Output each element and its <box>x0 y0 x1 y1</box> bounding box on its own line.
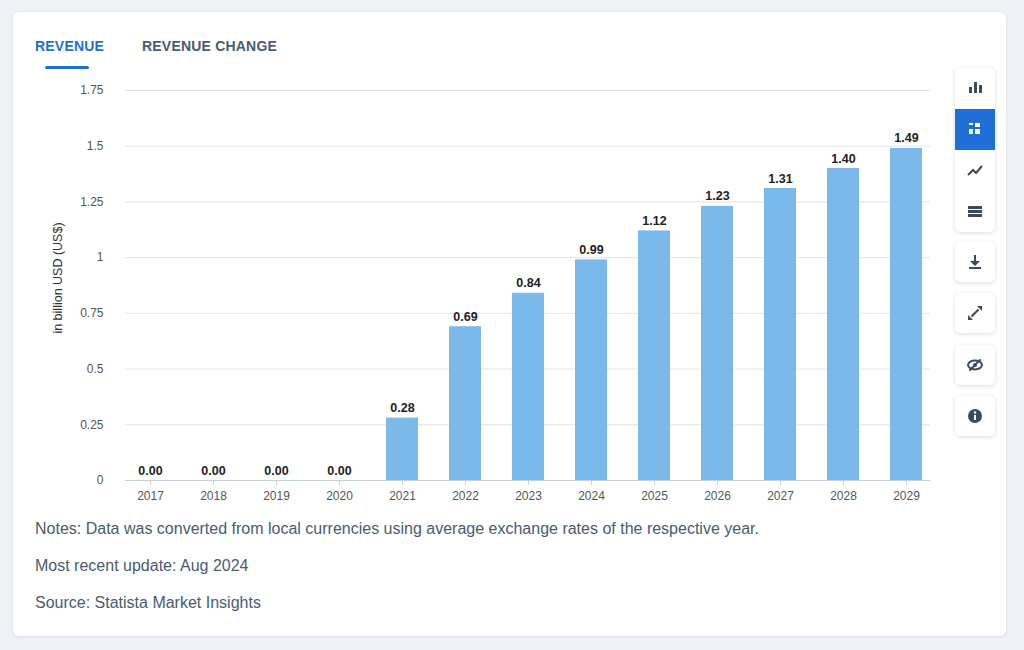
html-text:Most recent update: Aug 2024: Most recent update: Aug 2024 <box>35 557 249 574</box>
svg-text:2028: 2028 <box>830 489 857 503</box>
svg-text:1.23: 1.23 <box>705 189 729 203</box>
svg-text:2027: 2027 <box>767 489 794 503</box>
svg-text:0.84: 0.84 <box>516 276 540 290</box>
svg-text:1.12: 1.12 <box>642 214 666 228</box>
svg-text:2022: 2022 <box>452 489 479 503</box>
svg-text:1: 1 <box>97 250 104 264</box>
html-text:in billion USD (US$): in billion USD (US$) <box>51 222 65 334</box>
svg-text:1.25: 1.25 <box>80 195 104 209</box>
svg-text:2024: 2024 <box>578 489 605 503</box>
svg-text:0.25: 0.25 <box>80 418 104 432</box>
html-text:Notes: Data was converted from: Notes: Data was converted from local cur… <box>35 520 759 537</box>
svg-text:1.49: 1.49 <box>894 131 918 145</box>
svg-text:2019: 2019 <box>263 489 290 503</box>
svg-text:2029: 2029 <box>893 489 920 503</box>
svg-text:0.00: 0.00 <box>201 464 225 478</box>
svg-text:1.40: 1.40 <box>831 152 855 166</box>
svg-text:0.99: 0.99 <box>579 243 603 257</box>
html-text:Source: Statista Market Insigh: Source: Statista Market Insights <box>35 594 261 611</box>
svg-text:2018: 2018 <box>200 489 227 503</box>
svg-text:0.00: 0.00 <box>264 464 288 478</box>
svg-text:1.31: 1.31 <box>768 172 792 186</box>
svg-text:1.75: 1.75 <box>80 83 104 97</box>
svg-text:2021: 2021 <box>389 489 416 503</box>
svg-text:2023: 2023 <box>515 489 542 503</box>
svg-text:1.5: 1.5 <box>87 139 104 153</box>
html-text:REVENUE CHANGE: REVENUE CHANGE <box>142 38 277 54</box>
svg-text:0.75: 0.75 <box>80 306 104 320</box>
svg-text:2020: 2020 <box>326 489 353 503</box>
html-text:REVENUE: REVENUE <box>35 38 105 54</box>
svg-text:0.00: 0.00 <box>327 464 351 478</box>
svg-text:0.00: 0.00 <box>138 464 162 478</box>
svg-text:0.28: 0.28 <box>390 401 414 415</box>
svg-text:0: 0 <box>97 473 104 487</box>
svg-text:2017: 2017 <box>137 489 164 503</box>
svg-text:0.5: 0.5 <box>87 362 104 376</box>
svg-text:0.69: 0.69 <box>453 310 477 324</box>
svg-text:2026: 2026 <box>704 489 731 503</box>
svg-text:2025: 2025 <box>641 489 668 503</box>
